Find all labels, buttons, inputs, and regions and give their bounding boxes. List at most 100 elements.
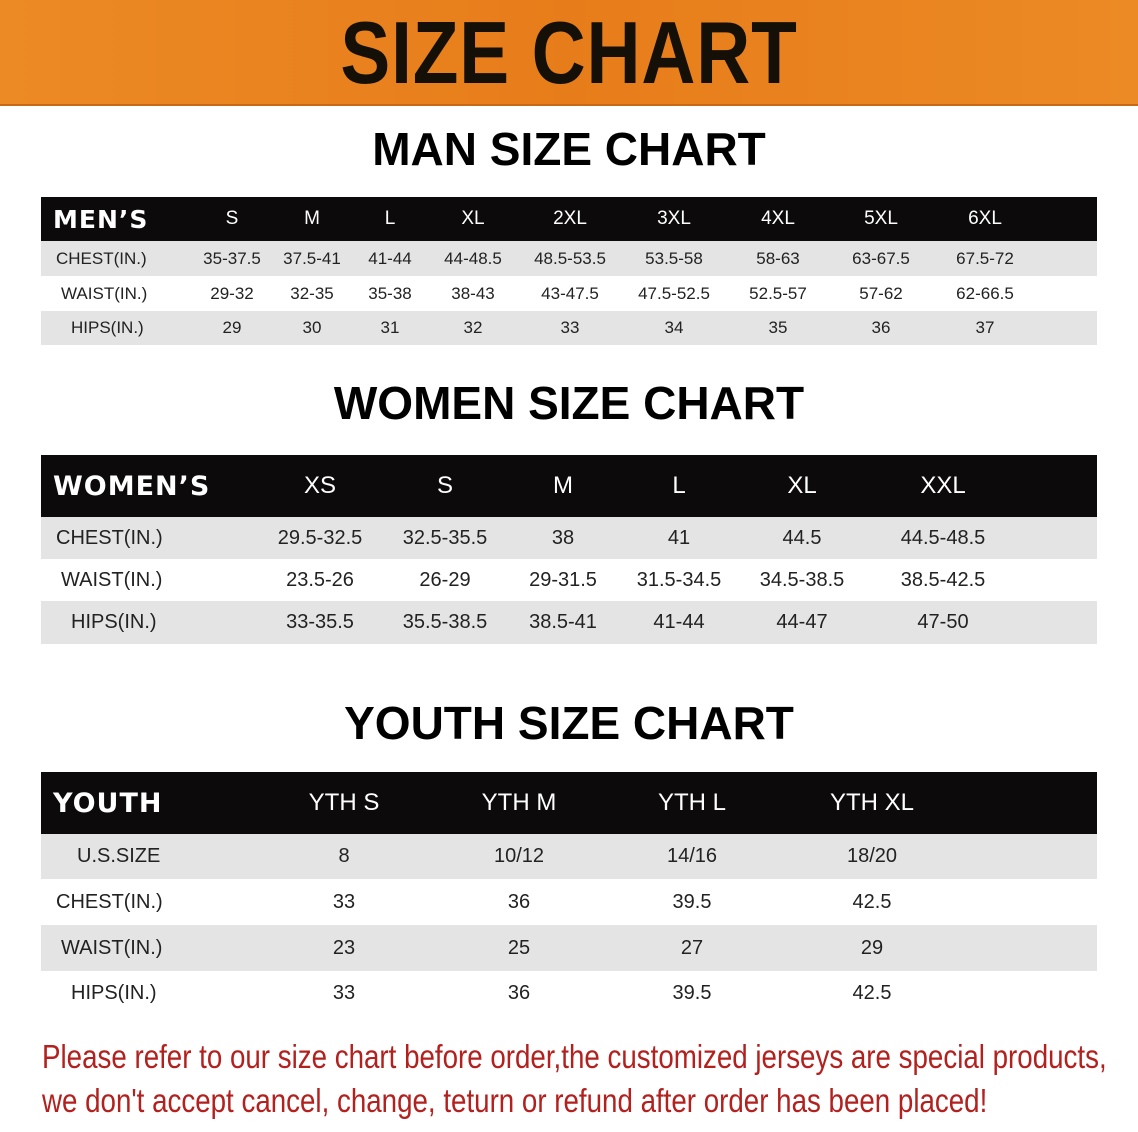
women-size-header: XXL	[920, 472, 966, 499]
table-cell: 63-67.5	[852, 248, 910, 268]
women-size-header: L	[672, 472, 686, 499]
table-cell: 43-47.5	[541, 283, 599, 303]
table-cell: 38-43	[451, 283, 495, 303]
table-cell: 35-38	[368, 283, 412, 303]
table-cell: 42.5	[852, 890, 892, 913]
men-size-header: 3XL	[657, 208, 691, 229]
table-cell: 62-66.5	[956, 283, 1014, 303]
row-label: WAIST(IN.)	[61, 283, 148, 303]
table-cell: 35.5-38.5	[402, 611, 488, 633]
notice-line-2: we don't accept cancel, change, teturn o…	[42, 1082, 988, 1119]
table-cell: 35	[768, 318, 788, 337]
women-size-header: XS	[303, 472, 337, 499]
men-size-header: 6XL	[968, 208, 1002, 229]
men-size-table: MEN’S S M L XL 2XL 3XL 4XL 5XL 6XL CHEST(IN.) 35-37…	[41, 197, 1097, 345]
table-cell: 41	[667, 526, 691, 549]
women-header-row: WOMEN’S XS S M L XL XXL	[41, 455, 1097, 517]
table-cell: 37	[975, 318, 995, 337]
men-size-header: S	[225, 208, 239, 229]
table-cell: 8	[338, 845, 350, 867]
row-label: U.S.SIZE	[77, 845, 161, 867]
table-cell: 32.5-35.5	[402, 526, 488, 549]
table-cell: 29	[222, 318, 242, 337]
youth-size-header: YTH M	[481, 789, 557, 816]
table-cell: 52.5-57	[749, 283, 807, 303]
table-cell: 31	[380, 318, 400, 337]
table-cell: 57-62	[859, 283, 903, 303]
table-cell: 36	[507, 981, 531, 1004]
table-row: U.S.SIZE 8 10/12 14/16 18/20	[41, 834, 1097, 879]
table-row: WAIST(IN.) 23 25 27 29	[41, 925, 1097, 971]
table-cell: 29-31.5	[529, 568, 597, 591]
men-section-title: MAN SIZE CHART	[372, 123, 766, 175]
notice-line-1: Please refer to our size chart before or…	[42, 1038, 1107, 1075]
table-cell: 34	[664, 318, 684, 337]
table-cell: 10/12	[493, 845, 545, 867]
banner-title: SIZE CHART	[340, 3, 798, 102]
row-label: CHEST(IN.)	[56, 890, 163, 913]
table-cell: 44-48.5	[444, 248, 502, 268]
table-cell: 44-47	[776, 611, 828, 633]
table-cell: 36	[871, 318, 891, 337]
table-cell: 36	[507, 890, 531, 913]
men-size-header: 2XL	[553, 208, 587, 229]
table-cell: 41-44	[368, 248, 412, 268]
table-cell: 33	[332, 981, 356, 1004]
table-cell: 33	[332, 890, 356, 913]
table-cell: 14/16	[666, 845, 718, 867]
table-cell: 26-29	[419, 568, 471, 591]
men-size-header: M	[304, 208, 320, 229]
table-cell: 30	[302, 318, 322, 337]
table-cell: 47-50	[917, 611, 969, 633]
youth-size-header: YTH XL	[829, 789, 915, 816]
table-cell: 41-44	[653, 611, 705, 633]
table-cell: 39.5	[672, 981, 712, 1004]
table-cell: 42.5	[852, 981, 892, 1004]
women-size-header: M	[553, 472, 573, 499]
table-row: WAIST(IN.) 23.5-26 26-29 29-31.5 31.5-34.5 34…	[41, 559, 1097, 601]
men-size-header: 5XL	[864, 208, 898, 229]
table-cell: 47.5-52.5	[638, 283, 710, 303]
youth-header-row: YOUTH YTH S YTH M YTH L YTH XL	[41, 772, 1097, 834]
women-section-title: WOMEN SIZE CHART	[333, 377, 805, 429]
youth-section-title: YOUTH SIZE CHART	[344, 697, 794, 749]
table-cell: 29	[860, 936, 884, 959]
table-cell: 32	[463, 318, 483, 337]
table-cell: 32-35	[290, 283, 334, 303]
table-cell: 44.5	[782, 526, 822, 549]
table-cell: 29.5-32.5	[277, 526, 363, 549]
youth-size-header: YTH S	[308, 789, 380, 816]
youth-size-header: YTH L	[657, 789, 727, 816]
table-row: HIPS(IN.) 29 30 31 32 33 34 35 36 37	[41, 311, 1097, 345]
table-cell: 38.5-42.5	[900, 568, 986, 591]
youth-header-label: YOUTH	[53, 787, 163, 819]
men-header-label: MEN’S	[53, 204, 149, 234]
table-cell: 25	[507, 936, 531, 959]
table-cell: 35-37.5	[203, 248, 261, 268]
table-row: CHEST(IN.) 35-37.5 37.5-41 41-44 44-48.5 48.5…	[41, 241, 1097, 276]
table-cell: 31.5-34.5	[636, 568, 722, 591]
table-cell: 18/20	[846, 845, 898, 867]
row-label: HIPS(IN.)	[71, 318, 144, 337]
table-cell: 38	[551, 526, 575, 549]
table-cell: 67.5-72	[956, 248, 1014, 268]
table-cell: 27	[680, 936, 704, 959]
row-label: WAIST(IN.)	[61, 936, 163, 959]
table-cell: 33	[560, 318, 580, 337]
men-size-header: XL	[461, 208, 485, 229]
table-cell: 58-63	[756, 248, 800, 268]
men-size-header: L	[384, 208, 396, 229]
table-cell: 23	[332, 936, 356, 959]
table-row: WAIST(IN.) 29-32 32-35 35-38 38-43 43-47.5 47.…	[41, 276, 1097, 311]
row-label: CHEST(IN.)	[56, 248, 147, 268]
title-banner: SIZE CHART	[0, 0, 1138, 106]
table-cell: 39.5	[672, 890, 712, 913]
table-row: HIPS(IN.) 33-35.5 35.5-38.5 38.5-41 41-44 44-…	[41, 601, 1097, 644]
table-cell: 29-32	[210, 283, 254, 303]
men-size-header: 4XL	[761, 208, 795, 229]
table-cell: 33-35.5	[286, 611, 354, 633]
table-cell: 53.5-58	[645, 248, 703, 268]
table-cell: 34.5-38.5	[759, 568, 845, 591]
youth-size-table: YOUTH YTH S YTH M YTH L YTH XL U.S.SIZE 8 10/12…	[41, 772, 1097, 1015]
women-size-table: WOMEN’S XS S M L XL XXL CHEST(IN.) 29.5-32.5 32.5…	[41, 455, 1097, 644]
